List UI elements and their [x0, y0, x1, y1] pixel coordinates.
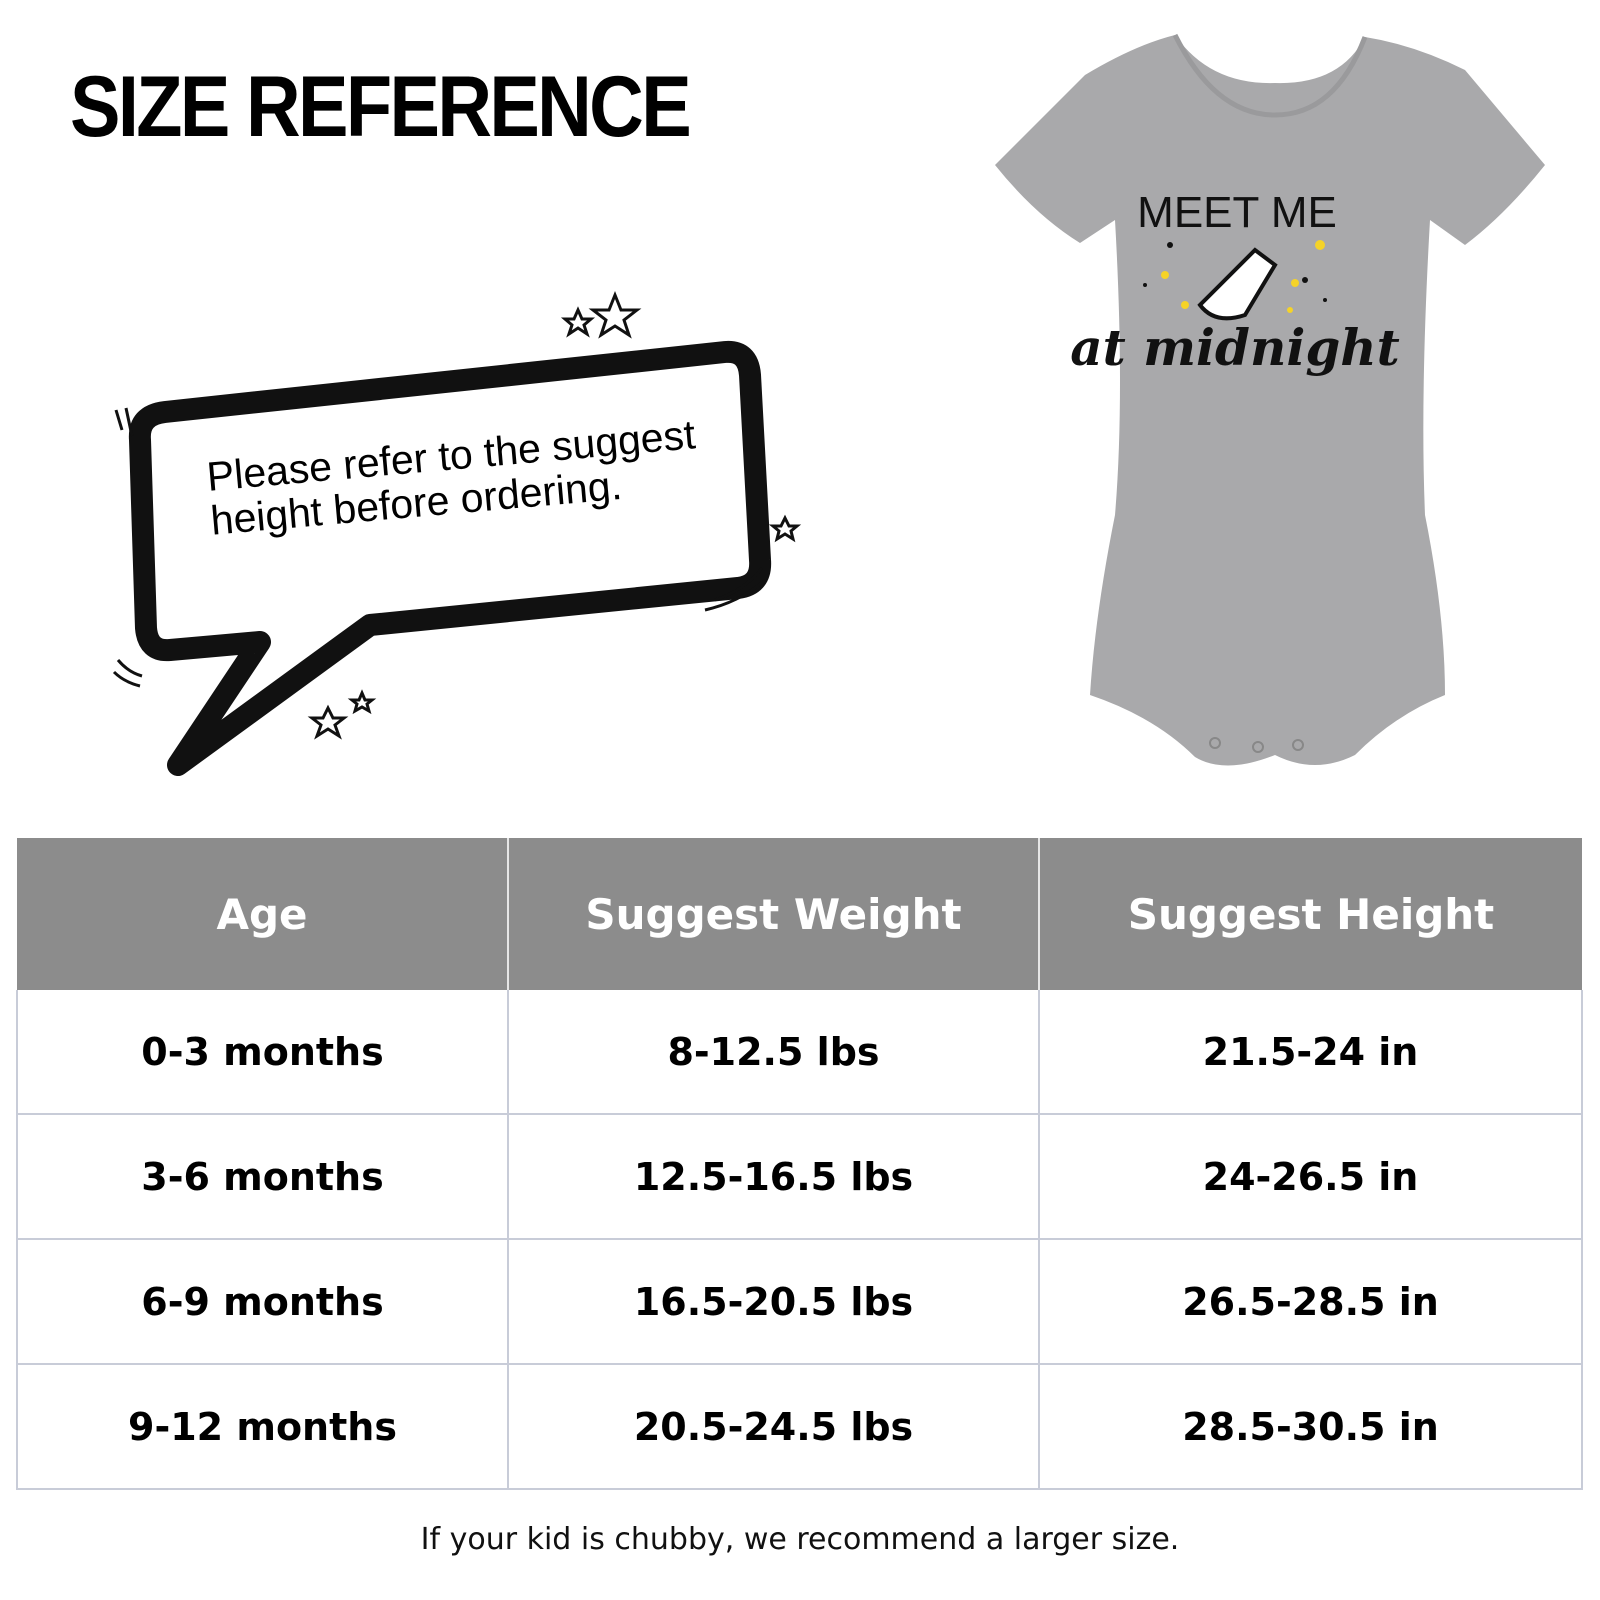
star-icon — [307, 290, 802, 740]
page-title: SIZE REFERENCE — [70, 59, 692, 155]
print-text-top: MEET ME — [1137, 188, 1337, 237]
cell-age: 3-6 months — [16, 1114, 509, 1240]
cell-weight: 8-12.5 lbs — [508, 990, 1040, 1115]
table-row: 6-9 months 16.5-20.5 lbs 26.5-28.5 in — [16, 1239, 1583, 1365]
bottle-icon — [1197, 247, 1278, 321]
header-weight: Suggest Weight — [508, 838, 1040, 990]
cell-height: 28.5-30.5 in — [1039, 1364, 1583, 1490]
onesie-product-image: MEET ME at midnight — [995, 33, 1545, 766]
size-table: Age Suggest Weight Suggest Height 0-3 mo… — [16, 838, 1583, 1490]
table-row: 9-12 months 20.5-24.5 lbs 28.5-30.5 in — [16, 1364, 1583, 1490]
table-row: 0-3 months 8-12.5 lbs 21.5-24 in — [16, 990, 1583, 1115]
cell-age: 0-3 months — [16, 990, 509, 1115]
cell-height: 21.5-24 in — [1039, 990, 1583, 1115]
cell-height: 24-26.5 in — [1039, 1114, 1583, 1240]
stars-print — [1161, 240, 1325, 313]
header-age: Age — [17, 838, 509, 990]
cell-weight: 16.5-20.5 lbs — [508, 1239, 1040, 1365]
cell-weight: 20.5-24.5 lbs — [508, 1364, 1040, 1490]
footer-note: If your kid is chubby, we recommend a la… — [420, 1522, 1180, 1557]
motion-lines — [112, 407, 766, 688]
header-height: Suggest Height — [1039, 838, 1582, 990]
table-row: 3-6 months 12.5-16.5 lbs 24-26.5 in — [16, 1114, 1583, 1240]
cell-height: 26.5-28.5 in — [1039, 1239, 1583, 1365]
cell-age: 6-9 months — [16, 1239, 509, 1365]
cell-age: 9-12 months — [16, 1364, 509, 1490]
print-text-bottom: at midnight — [1070, 318, 1400, 377]
cell-weight: 12.5-16.5 lbs — [508, 1114, 1040, 1240]
speech-bubble — [112, 290, 802, 776]
